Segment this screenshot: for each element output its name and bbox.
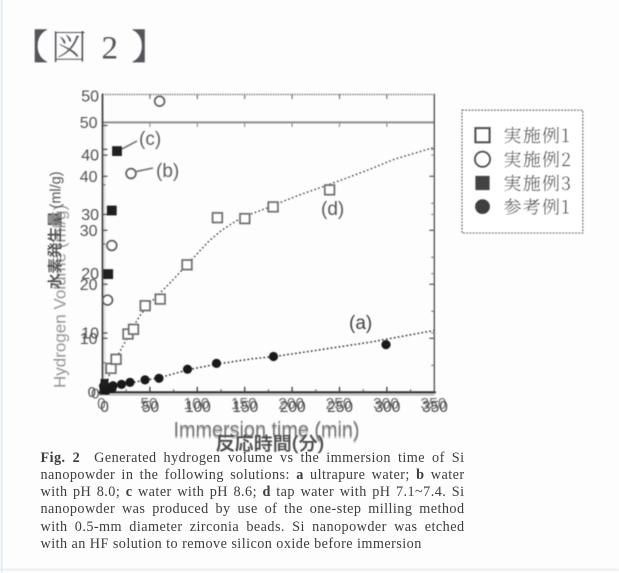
svg-text:(b): (b): [156, 161, 179, 182]
svg-text:0: 0: [91, 385, 99, 402]
svg-text:200: 200: [280, 399, 306, 416]
svg-text:30: 30: [80, 223, 98, 240]
svg-text:50: 50: [142, 399, 160, 416]
svg-text:(c): (c): [139, 129, 161, 150]
svg-text:200: 200: [278, 396, 304, 413]
svg-text:100: 100: [185, 399, 211, 416]
svg-text:50: 50: [81, 88, 99, 105]
svg-text:300: 300: [375, 399, 401, 416]
svg-text:40: 40: [80, 169, 98, 186]
svg-text:0: 0: [88, 384, 96, 401]
svg-text:10: 10: [80, 331, 98, 348]
svg-text:350: 350: [422, 399, 448, 416]
svg-text:50: 50: [80, 115, 98, 132]
svg-text:40: 40: [81, 148, 99, 165]
svg-text:50: 50: [140, 396, 158, 413]
svg-text:150: 150: [231, 396, 257, 413]
svg-text:350: 350: [420, 396, 446, 413]
svg-text:250: 250: [326, 396, 352, 413]
svg-text:(ml/g): (ml/g): [49, 171, 65, 208]
svg-text:20: 20: [80, 277, 98, 294]
svg-text:(a): (a): [349, 313, 372, 334]
svg-text:(d): (d): [321, 199, 344, 220]
svg-text:100: 100: [183, 396, 209, 413]
svg-text:Hydrogen Volume (ml/g): Hydrogen Volume (ml/g): [51, 205, 70, 388]
svg-text:20: 20: [81, 266, 99, 283]
svg-text:2: 2: [102, 31, 119, 67]
svg-text:250: 250: [327, 399, 353, 416]
svg-text:10: 10: [81, 326, 99, 343]
svg-text:300: 300: [373, 396, 399, 413]
svg-text:30: 30: [81, 207, 99, 224]
svg-text:0: 0: [97, 396, 106, 413]
svg-text:0: 0: [100, 399, 109, 416]
svg-text:150: 150: [232, 399, 258, 416]
